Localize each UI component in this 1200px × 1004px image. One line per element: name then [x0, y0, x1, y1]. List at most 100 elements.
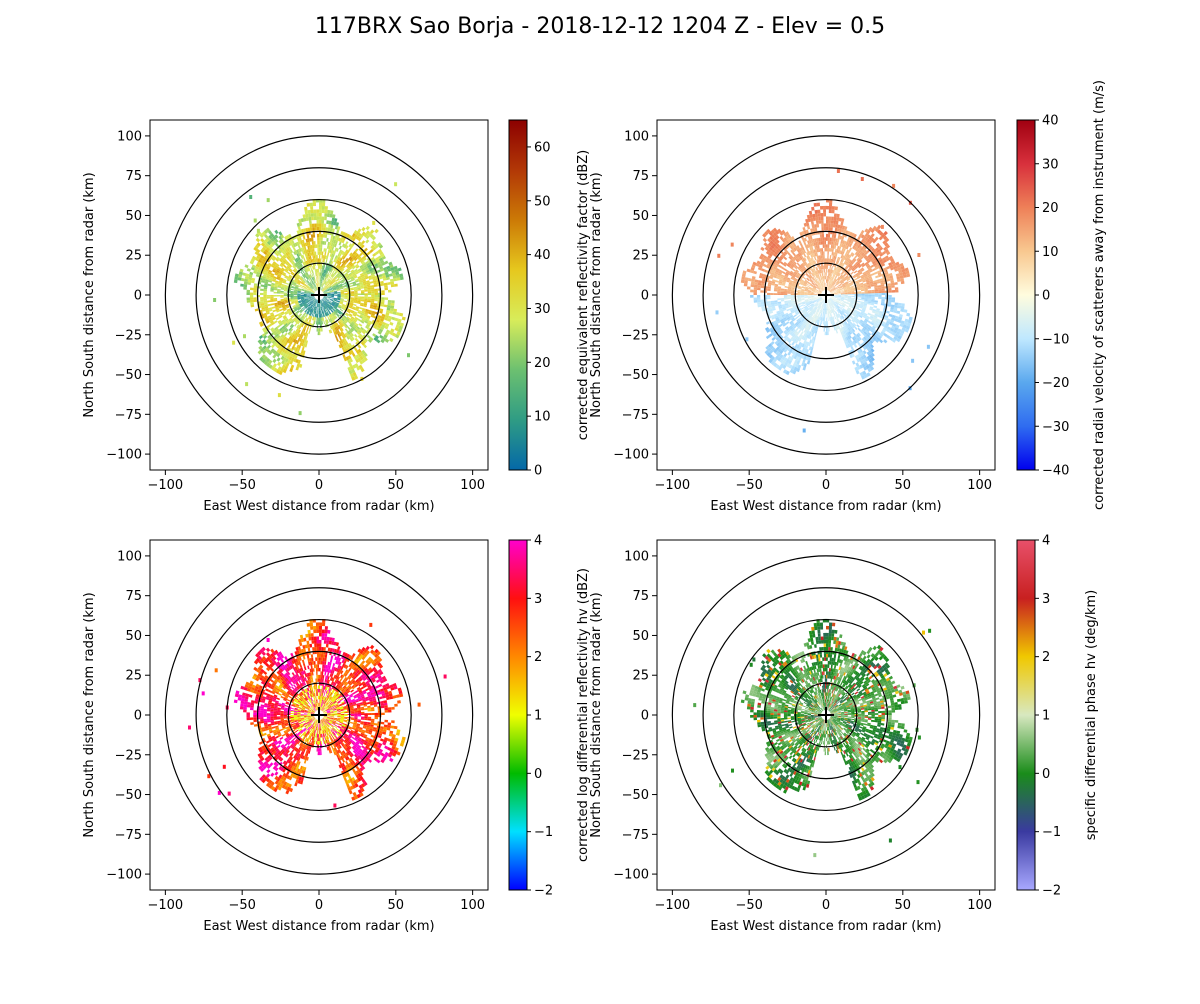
- echo-cell: [795, 317, 799, 320]
- echo-cell: [767, 293, 770, 295]
- echo-cell: [298, 226, 301, 230]
- echo-cell: [871, 273, 875, 276]
- echo-cell: [324, 224, 327, 228]
- echo-cell: [309, 220, 312, 224]
- echo-cell: [760, 247, 764, 251]
- echo-cell: [840, 222, 843, 226]
- echo-cell: [365, 239, 369, 243]
- echo-cell: [826, 258, 827, 262]
- echo-cell: [344, 293, 348, 294]
- echo-cell: [854, 270, 858, 273]
- echo-cell: [348, 280, 352, 283]
- x-axis-label: East West distance from radar (km): [203, 499, 434, 514]
- echo-cell: [829, 203, 832, 207]
- echo-cell: [308, 213, 311, 217]
- echo-cell: [878, 291, 882, 293]
- echo-cell: [323, 227, 326, 231]
- echo-cell: [260, 293, 263, 295]
- echo-cell: [754, 285, 758, 288]
- echo-cell: [824, 244, 826, 248]
- echo-cell: [319, 328, 320, 332]
- echo-cell: [391, 300, 395, 303]
- echo-cell: [820, 206, 823, 210]
- echo-cell: [804, 295, 807, 296]
- y-axis-label: North South distance from radar (km): [82, 172, 97, 417]
- echo-cell: [385, 297, 389, 300]
- echo-cell: [305, 210, 308, 214]
- echo-cell: [322, 203, 325, 207]
- echo-cell: [316, 321, 317, 325]
- echo-cell: [818, 213, 821, 217]
- echo-cell: [322, 252, 324, 256]
- echo-cell: [243, 287, 247, 290]
- echo-cell: [388, 303, 392, 306]
- echo-cell: [391, 284, 395, 287]
- echo-cell: [323, 321, 325, 325]
- echo-cell: [868, 290, 872, 292]
- echo-cell: [318, 318, 319, 322]
- echo-cell: [835, 206, 838, 210]
- echo-cell: [787, 296, 790, 298]
- echo-cell: [784, 298, 788, 300]
- echo-cell: [757, 302, 761, 305]
- echo-cell: [287, 271, 291, 274]
- echo-cell: [833, 220, 836, 224]
- echo-cell: [803, 277, 806, 280]
- echo-cell: [268, 284, 272, 286]
- echo-cell: [838, 293, 841, 294]
- echo-cell: [826, 269, 827, 273]
- echo-cell: [274, 314, 278, 317]
- echo-cell: [316, 276, 317, 280]
- echo-cell: [787, 292, 790, 294]
- echo-cell: [754, 300, 758, 303]
- echo-cell: [868, 292, 871, 294]
- echo-cell: [848, 280, 851, 283]
- echo-cell: [396, 312, 400, 316]
- echo-cell: [310, 271, 312, 275]
- echo-cell: [381, 290, 385, 292]
- echo-cell: [375, 295, 378, 297]
- echo-cell: [358, 294, 361, 296]
- echo-cell: [314, 245, 316, 249]
- x-tick-label: −50: [228, 478, 255, 493]
- echo-cell: [337, 294, 340, 295]
- echo-cell: [826, 223, 828, 227]
- echo-cell: [767, 295, 770, 297]
- echo-cell: [784, 296, 788, 298]
- colorbar-tick-label: 20: [534, 356, 551, 371]
- echo-cell: [243, 334, 246, 338]
- echo-cell: [823, 209, 826, 213]
- echo-cell: [319, 209, 322, 213]
- echo-cell: [274, 298, 278, 300]
- echo-cell: [391, 303, 395, 306]
- echo-cell: [882, 291, 886, 293]
- echo-cell: [343, 300, 347, 302]
- echo-cell: [318, 332, 319, 336]
- echo-cell: [784, 292, 788, 294]
- echo-cell: [263, 293, 266, 295]
- echo-cell: [271, 303, 275, 305]
- echo-cell: [809, 211, 812, 215]
- echo-cell: [291, 289, 295, 291]
- echo-cell: [253, 290, 256, 292]
- echo-cell: [757, 285, 761, 288]
- echo-cell: [875, 275, 879, 278]
- echo-cell: [371, 295, 374, 297]
- echo-cell: [318, 251, 320, 255]
- echo-cell: [381, 293, 385, 295]
- echo-cell: [257, 229, 260, 233]
- echo-cell: [822, 237, 824, 241]
- echo-cell: [298, 245, 301, 249]
- colorbar-bar: [509, 120, 527, 470]
- echo-cell: [366, 226, 370, 231]
- echo-cell: [319, 311, 320, 315]
- echo-cell: [326, 238, 328, 242]
- echo-cell: [260, 299, 264, 301]
- echo-cell: [812, 344, 815, 348]
- echo-cell: [770, 293, 773, 295]
- echo-cell: [826, 206, 829, 210]
- echo-cell: [767, 297, 771, 299]
- echo-cell: [829, 210, 832, 214]
- echo-cell: [344, 294, 347, 295]
- echo-cell: [324, 217, 327, 221]
